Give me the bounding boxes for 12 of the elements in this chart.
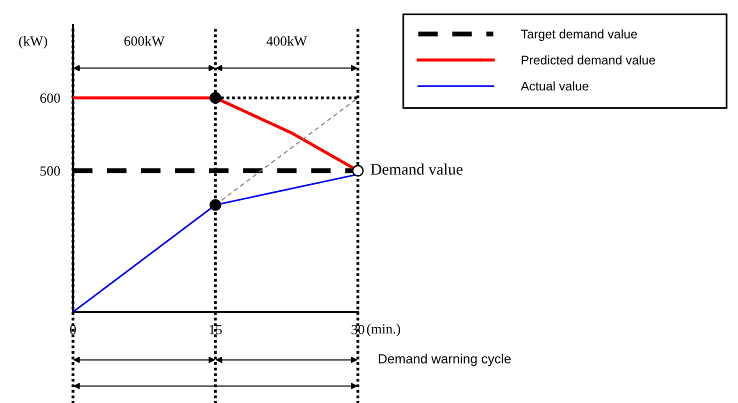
x-tick-label: 15 <box>210 324 222 334</box>
annotation: 400kW <box>266 36 308 46</box>
y-axis-title: (kW) <box>19 36 48 49</box>
annotation: Demand value <box>370 163 462 175</box>
text: Predicted demand value <box>522 55 656 65</box>
text: Target demand value <box>521 29 637 41</box>
y-tick-label: 500 <box>40 166 60 176</box>
text: Demand warning cycle <box>378 354 511 366</box>
text: Actual value <box>520 81 588 91</box>
y-tick-label: 600 <box>40 93 60 103</box>
annotation: 600kW <box>124 36 165 46</box>
x-axis-title: (min.) <box>367 324 400 336</box>
